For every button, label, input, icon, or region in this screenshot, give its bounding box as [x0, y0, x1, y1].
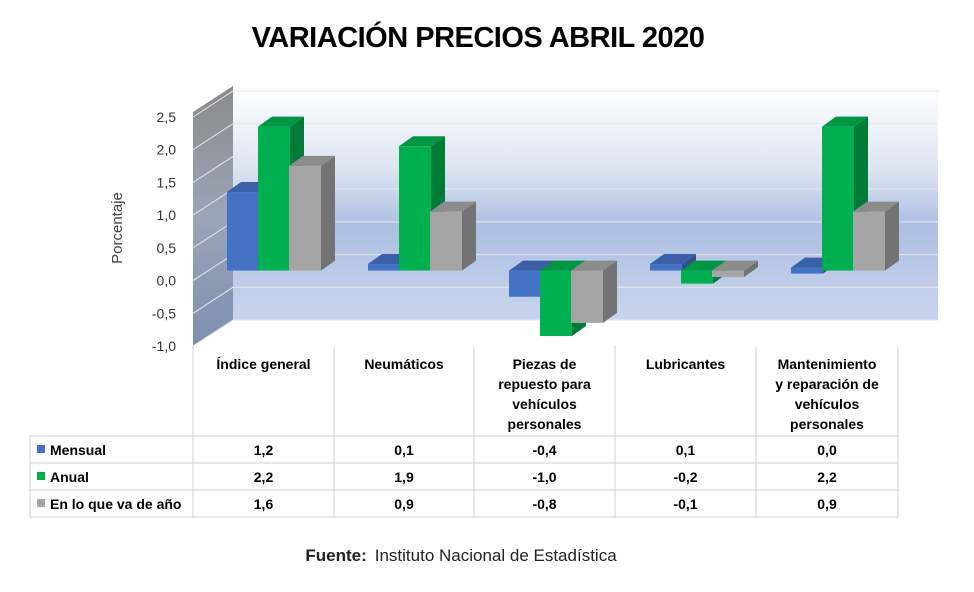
- gridline: [192, 90, 938, 118]
- bar-face: [540, 270, 572, 336]
- data-value: 0,1: [676, 442, 696, 458]
- bar-top: [853, 201, 899, 212]
- bar-top: [258, 116, 304, 127]
- bar-en-lo-que-va-de-a-o: [430, 201, 476, 271]
- data-value: -0,2: [673, 469, 697, 485]
- bar-top: [571, 260, 617, 271]
- category-label: personales: [790, 416, 864, 432]
- bar-face: [258, 126, 290, 271]
- data-value: 0,1: [394, 442, 414, 458]
- gridline: [192, 319, 938, 347]
- bar-top: [650, 254, 696, 265]
- bar-en-lo-que-va-de-a-o: [712, 260, 758, 278]
- data-value: 0,0: [817, 442, 837, 458]
- data-value: -0,8: [532, 496, 556, 512]
- gridline: [192, 286, 938, 314]
- bar-face: [509, 270, 541, 297]
- y-tick-label: 1,5: [157, 174, 177, 190]
- y-axis-label: Porcentaje: [109, 192, 126, 264]
- source-text: Instituto Nacional de Estadística: [374, 546, 617, 565]
- legend-swatch: [37, 445, 45, 453]
- data-value: 0,9: [817, 496, 837, 512]
- y-tick-label: -0,5: [152, 305, 176, 321]
- bar-en-lo-que-va-de-a-o: [571, 260, 617, 323]
- side-wall: [193, 86, 233, 346]
- data-value: 0,9: [394, 496, 414, 512]
- bar-face: [368, 264, 400, 271]
- bar-mensual: [650, 254, 696, 271]
- data-value: 2,2: [254, 469, 274, 485]
- category-label: Lubricantes: [646, 356, 726, 372]
- bar-side: [682, 254, 696, 271]
- y-tick-label: 2,5: [157, 109, 177, 125]
- category-label: y reparación de: [775, 376, 879, 392]
- bar-face: [289, 165, 321, 271]
- y-tick-label: -1,0: [152, 338, 176, 354]
- legend-swatch: [37, 472, 45, 480]
- data-value: -0,1: [673, 496, 697, 512]
- data-value: 2,2: [817, 469, 837, 485]
- category-label: Mantenimiento: [778, 356, 877, 372]
- category-label: vehículos: [512, 396, 577, 412]
- category-label: personales: [508, 416, 582, 432]
- bar-face: [227, 192, 259, 271]
- category-label: Neumáticos: [364, 356, 444, 372]
- category-label: repuesto para: [498, 376, 591, 392]
- bar-side: [603, 260, 617, 323]
- gridline: [192, 155, 938, 183]
- data-value: 1,6: [254, 496, 274, 512]
- y-tick-label: 1,0: [157, 207, 177, 223]
- chart-title: VARIACIÓN PRECIOS ABRIL 2020: [251, 22, 705, 54]
- data-value: 1,9: [394, 469, 414, 485]
- legend-label: En lo que va de año: [50, 496, 181, 512]
- data-table: Índice general Neumáticos Piezas de repuest…: [29, 346, 899, 518]
- bar-top: [822, 116, 868, 127]
- bar-top: [399, 136, 445, 147]
- bar-side: [462, 201, 476, 271]
- bar-face: [681, 270, 713, 284]
- bar-top: [712, 260, 758, 271]
- bar-face: [650, 264, 682, 271]
- bar-side: [744, 260, 758, 278]
- bar-face: [791, 267, 823, 274]
- bar-face: [399, 146, 431, 271]
- y-tick-label: 2,0: [157, 142, 177, 158]
- y-tick-label: 0,5: [157, 240, 177, 256]
- legend-label: Anual: [50, 469, 89, 485]
- data-value: -0,4: [532, 442, 556, 458]
- legend-label: Mensual: [50, 442, 106, 458]
- bar-en-lo-que-va-de-a-o: [853, 201, 899, 271]
- data-value: 1,2: [254, 442, 274, 458]
- y-axis-ticks: 2,5 2,0 1,5 1,0 0,5 0,0 -0,5 -1,0: [152, 109, 176, 354]
- bar-side: [321, 155, 335, 271]
- bar-face: [712, 270, 744, 278]
- bars: [227, 116, 899, 336]
- bar-face: [430, 211, 462, 271]
- data-value: -1,0: [532, 469, 556, 485]
- category-label: Piezas de: [513, 356, 577, 372]
- legend-swatch: [37, 499, 45, 507]
- source-note: Fuente: Instituto Nacional de Estadística: [0, 546, 922, 566]
- category-label: vehículos: [795, 396, 860, 412]
- bar-face: [571, 270, 603, 323]
- category-label: Índice general: [216, 356, 310, 372]
- bar-side: [885, 201, 899, 271]
- bar-face: [853, 211, 885, 271]
- bar-face: [822, 126, 854, 271]
- gridline: [192, 123, 938, 151]
- source-label: Fuente:: [305, 546, 367, 565]
- bar-top: [289, 155, 335, 166]
- y-tick-label: 0,0: [157, 273, 177, 289]
- bar-top: [430, 201, 476, 212]
- bar-en-lo-que-va-de-a-o: [289, 155, 335, 271]
